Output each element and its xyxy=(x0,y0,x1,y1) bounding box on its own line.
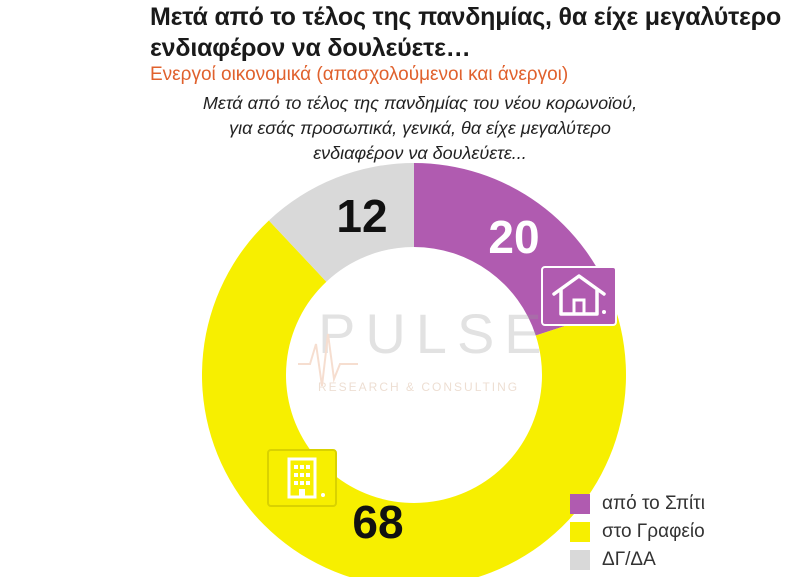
chart-legend: από το Σπίτι στο Γραφείο ΔΓ/ΔΑ xyxy=(570,490,705,574)
office-building-icon-badge xyxy=(267,449,337,507)
legend-label: ΔΓ/ΔΑ xyxy=(602,549,656,570)
legend-item-dk-na: ΔΓ/ΔΑ xyxy=(570,546,705,574)
data-label-1: 68 xyxy=(352,496,403,548)
office-building-icon xyxy=(287,457,325,499)
data-label-0: 20 xyxy=(488,211,539,263)
chart-subtitle: Ενεργοί οικονομικά (απασχολούμενοι και ά… xyxy=(150,64,569,85)
legend-swatch xyxy=(570,494,590,514)
chart-title: Μετά από το τέλος της πανδημίας, θα είχε… xyxy=(150,3,782,62)
legend-label: από το Σπίτι xyxy=(602,493,705,514)
legend-item-office: στο Γραφείο xyxy=(570,518,705,546)
legend-item-home: από το Σπίτι xyxy=(570,490,705,518)
legend-label: στο Γραφείο xyxy=(602,521,705,542)
legend-swatch xyxy=(570,522,590,542)
house-icon xyxy=(552,274,606,316)
legend-swatch xyxy=(570,550,590,570)
house-icon-badge xyxy=(541,266,617,326)
donut-slice-2 xyxy=(268,163,414,282)
data-label-2: 12 xyxy=(336,190,387,242)
survey-question: Μετά από το τέλος της πανδημίας του νέου… xyxy=(202,93,638,163)
